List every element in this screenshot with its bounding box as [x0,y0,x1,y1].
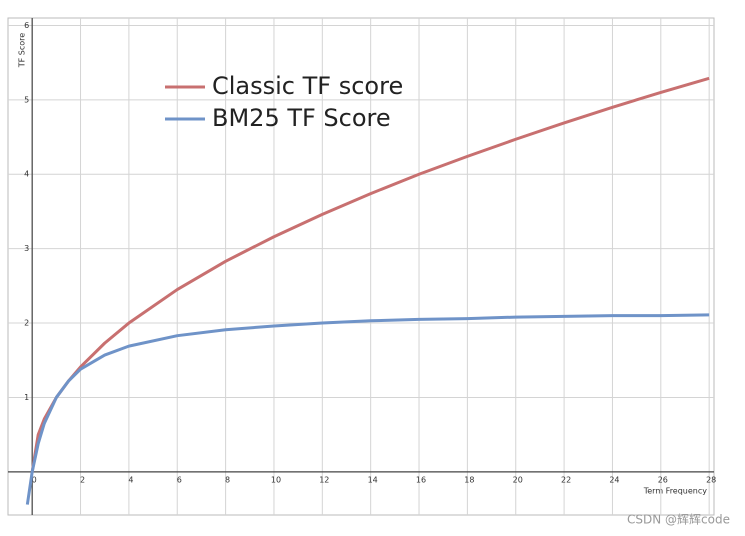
y-axis-label: TF Score [18,33,27,69]
x-tick-label: 22 [561,475,571,484]
y-tick-label: 1 [24,393,29,402]
x-tick-label: 20 [513,475,523,484]
x-tick-label: 12 [319,475,329,484]
y-tick-label: 4 [24,170,29,179]
legend-label: BM25 TF Score [212,104,391,132]
watermark: CSDN @辉辉code [627,513,730,527]
x-tick-label: 8 [225,475,230,484]
x-tick-label: 14 [368,475,378,484]
x-tick-label: 0 [32,475,37,484]
x-tick-label: 26 [658,475,668,484]
y-tick-label: 2 [24,319,29,328]
x-tick-label: 2 [80,475,85,484]
x-tick-label: 10 [271,475,281,484]
y-tick-label: 5 [24,95,29,104]
x-tick-label: 4 [128,475,133,484]
x-axis-label: Term Frequency [643,487,708,496]
x-tick-label: 16 [416,475,426,484]
x-tick-label: 6 [177,475,182,484]
y-tick-label: 6 [24,21,29,30]
series-line [25,313,710,505]
x-tick-label: 28 [706,475,716,484]
plot-frame [7,17,715,516]
x-tick-label: 24 [609,475,619,484]
legend-label: Classic TF score [212,72,403,100]
x-tick-label: 18 [464,475,474,484]
y-tick-label: 3 [24,244,29,253]
